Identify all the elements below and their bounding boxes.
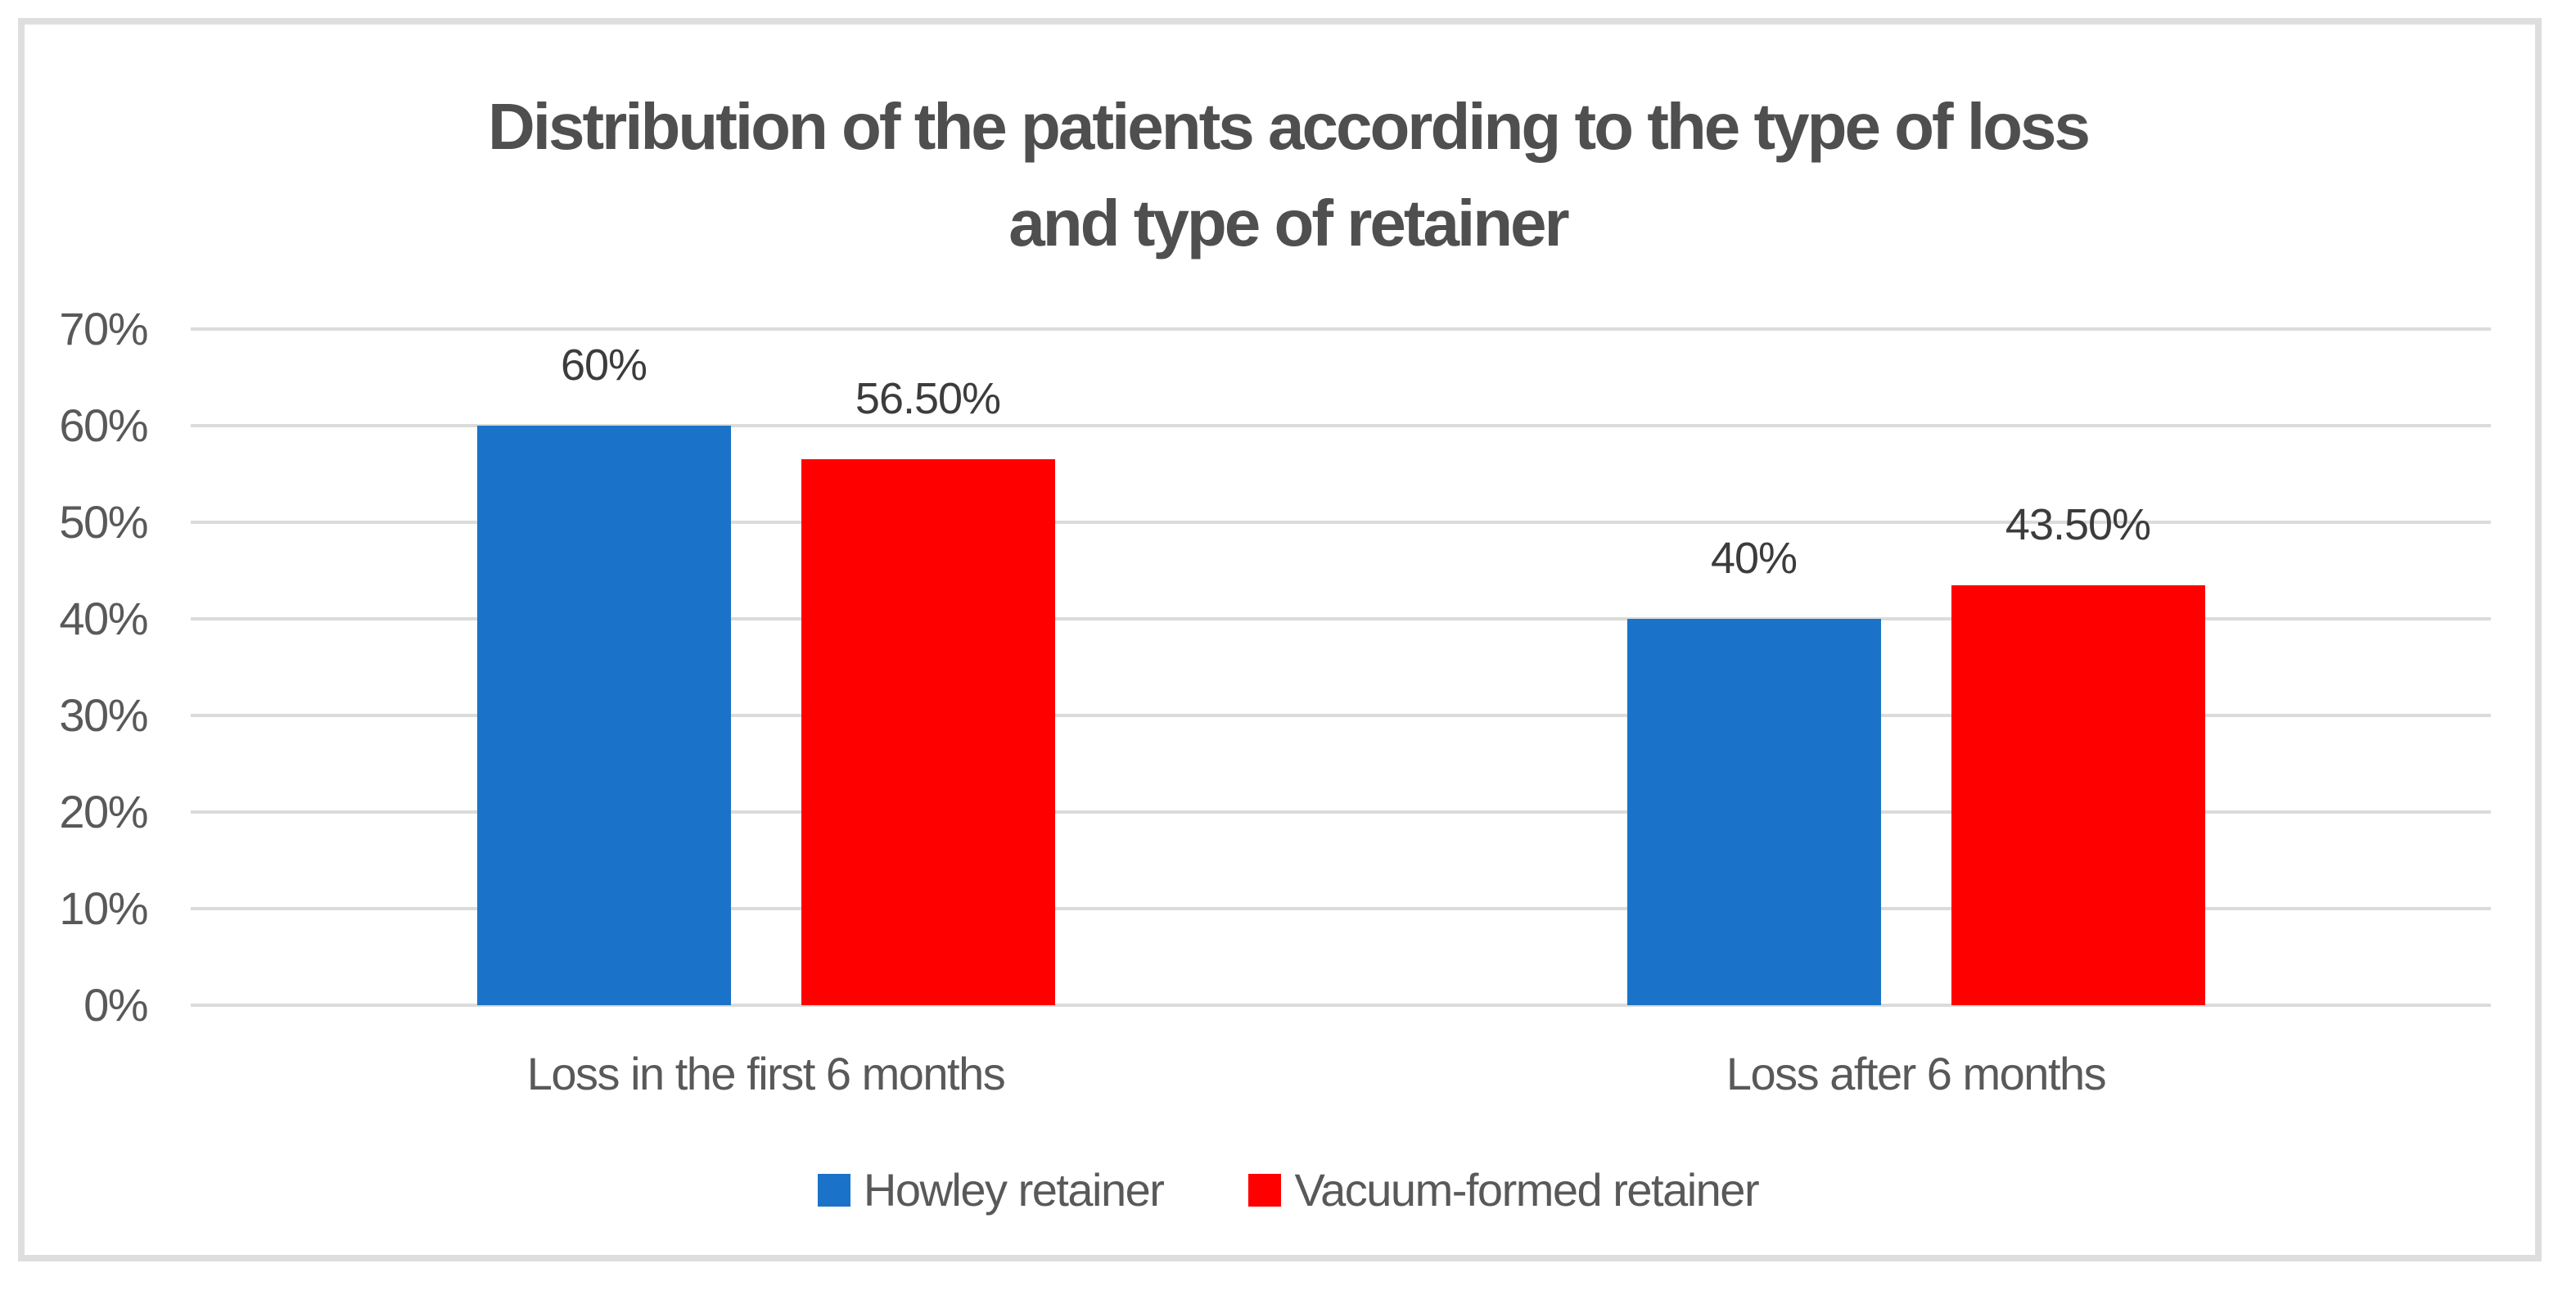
y-tick-label-50: 50% — [59, 496, 148, 548]
legend-swatch-howley-retainer — [817, 1174, 850, 1207]
legend-item-vacuum-formed-retainer: Vacuum-formed retainer — [1248, 1164, 1760, 1216]
gridline-0 — [191, 1004, 2491, 1007]
legend-item-howley-retainer: Howley retainer — [817, 1164, 1165, 1216]
y-tick-label-30: 30% — [59, 689, 148, 741]
y-tick-label-40: 40% — [59, 593, 148, 644]
legend-label-howley-retainer: Howley retainer — [863, 1164, 1165, 1216]
gridline-70 — [191, 327, 2491, 331]
bar-value-label: 43.50% — [2005, 499, 2151, 549]
plot-area: 70% 60% 50% 40% 30% 20% 10% 0% 60% 56.50% 40% 43.50… — [59, 306, 2491, 1028]
category-label-loss-after-6-months: Loss after 6 months — [1726, 1048, 2107, 1099]
bar-vacuum-formed-retainer — [1951, 584, 2205, 1005]
bar-vacuum-formed-retainer — [801, 459, 1055, 1005]
gridline-10 — [191, 907, 2491, 910]
bar-value-label: 56.50% — [855, 374, 1001, 424]
gridline-50 — [191, 521, 2491, 524]
y-tick-label-60: 60% — [59, 399, 148, 451]
gridline-30 — [191, 714, 2491, 717]
legend-swatch-vacuum-formed-retainer — [1248, 1174, 1282, 1207]
gridline-60 — [191, 424, 2491, 427]
y-tick-label-0: 0% — [83, 979, 148, 1031]
gridline-20 — [191, 810, 2491, 814]
y-tick-label-20: 20% — [59, 786, 148, 837]
bar-howley-retainer — [1626, 619, 1881, 1005]
bar-howley-retainer — [476, 426, 731, 1005]
category-axis: Loss in the first 6 months Loss after 6 m… — [191, 1049, 2491, 1099]
y-tick-label-10: 10% — [59, 882, 148, 934]
chart-title-line-2: and type of retainer — [1008, 187, 1569, 259]
y-tick-label-70: 70% — [59, 303, 148, 354]
bar-value-label: 60% — [560, 341, 647, 390]
legend-label-vacuum-formed-retainer: Vacuum-formed retainer — [1294, 1164, 1759, 1216]
legend: Howley retainer Vacuum-formed retainer — [0, 1166, 2576, 1215]
chart-title-line-1: Distribution of the patients according t… — [488, 90, 2091, 163]
category-label-loss-in-the-first-6-months: Loss in the first 6 months — [526, 1048, 1006, 1099]
gridline-40 — [191, 617, 2491, 620]
bar-value-label: 40% — [1710, 534, 1798, 583]
chart-title: Distribution of the patients according t… — [0, 79, 2576, 272]
